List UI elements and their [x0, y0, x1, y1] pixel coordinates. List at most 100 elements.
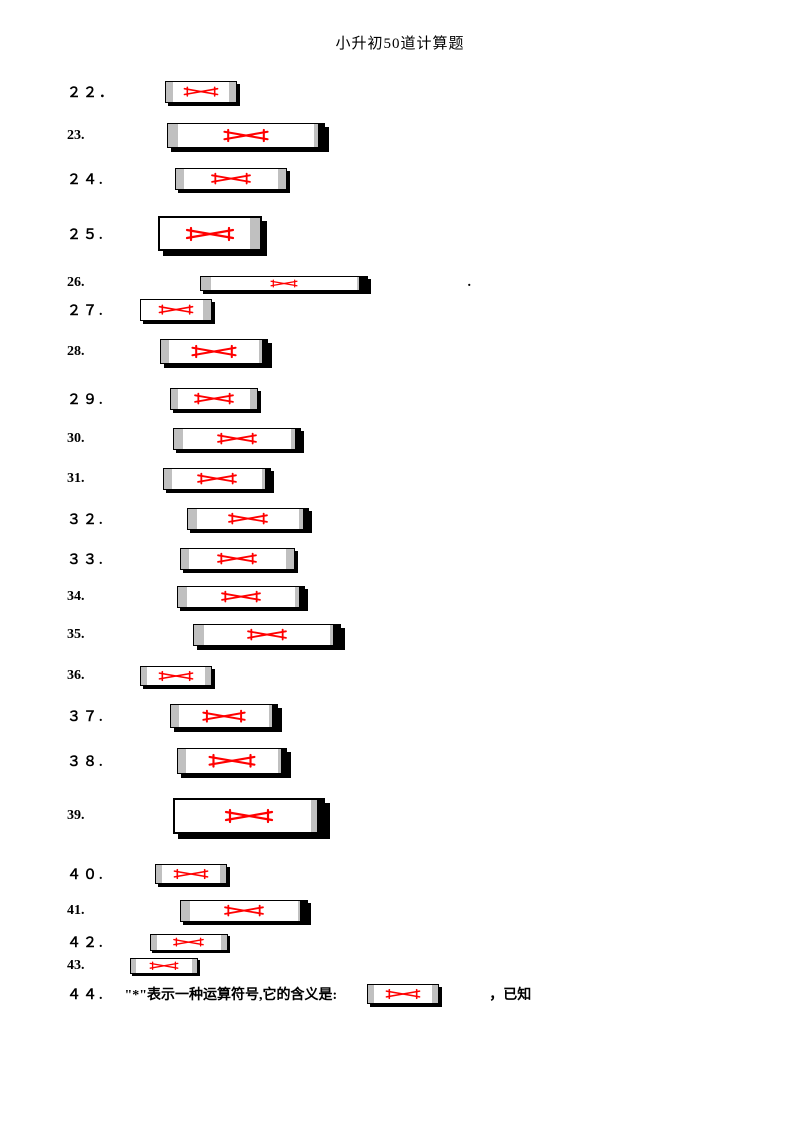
box-cap-left: [188, 509, 197, 529]
box-cap-right: [250, 389, 257, 409]
question-text-suffix: ，已知: [489, 984, 531, 1004]
question-number: 28.: [67, 344, 85, 360]
box-cap-right-dark: [303, 509, 308, 529]
answer-box: [173, 798, 325, 834]
box-cap-right: [250, 218, 260, 249]
box-cap-left: [161, 340, 169, 363]
answer-box: [150, 934, 228, 951]
question-row: ３２.: [67, 508, 800, 530]
answer-box: [180, 548, 295, 570]
box-cap-right-dark: [262, 340, 267, 363]
question-number: ２２．: [67, 82, 115, 102]
box-cap-right: [203, 300, 211, 320]
question-row: ２５.: [67, 216, 800, 251]
box-cap-right-dark: [333, 625, 340, 645]
box-cap-left: [194, 625, 204, 645]
answer-box: [160, 339, 268, 364]
red-cross-mark: [206, 172, 256, 185]
red-cross-mark: [219, 904, 269, 917]
red-cross-mark: [212, 432, 262, 445]
question-number: ２５.: [67, 224, 105, 244]
question-number: 26.: [67, 275, 85, 291]
question-row: 31.: [67, 468, 800, 490]
question-number: ３７.: [67, 706, 105, 726]
box-cap-left: [164, 469, 172, 489]
question-number: ３８.: [67, 751, 105, 771]
answer-box: [158, 216, 262, 251]
red-cross-mark: [385, 988, 421, 1000]
box-cap-right-dark: [359, 277, 367, 290]
question-number: 23.: [67, 128, 85, 144]
answer-box: [170, 704, 278, 728]
answer-box: [163, 468, 271, 490]
red-cross-mark: [199, 709, 249, 723]
question-row: 36.: [67, 666, 800, 686]
question-number: 39.: [67, 808, 85, 824]
box-cap-left: [181, 549, 189, 569]
box-cap-right-dark: [300, 901, 307, 921]
question-number: 31.: [67, 471, 85, 487]
box-cap-right: [286, 549, 294, 569]
box-cap-right: [221, 935, 227, 950]
question-number: 36.: [67, 668, 85, 684]
red-cross-mark: [221, 128, 271, 143]
question-number: 35.: [67, 627, 85, 643]
box-cap-right: [220, 865, 226, 883]
box-cap-right: [432, 985, 438, 1003]
question-number: 30.: [67, 431, 85, 447]
box-cap-left: [168, 124, 178, 147]
question-number: ４４.: [67, 984, 105, 1004]
answer-box: [180, 900, 308, 922]
answer-box: [193, 624, 341, 646]
question-number: ２７.: [67, 300, 105, 320]
answer-box: [140, 299, 212, 321]
box-cap-left: [181, 901, 190, 921]
box-cap-right-dark: [317, 800, 323, 832]
question-row: 34.: [67, 586, 800, 608]
red-cross-mark: [183, 85, 219, 98]
box-cap-left: [171, 389, 178, 409]
box-cap-left: [131, 959, 136, 973]
answer-box: [155, 864, 227, 884]
red-cross-mark: [147, 961, 181, 971]
question-row: ２２．: [67, 81, 800, 103]
question-row: 23.: [67, 123, 800, 148]
red-cross-mark: [173, 868, 209, 880]
question-number: ２４.: [67, 169, 105, 189]
box-cap-left: [176, 169, 184, 189]
answer-box: [140, 666, 212, 686]
red-cross-mark: [192, 392, 236, 405]
red-cross-mark: [207, 753, 257, 769]
box-cap-left: [201, 277, 211, 290]
box-cap-left: [171, 705, 179, 727]
answer-box: [177, 586, 305, 608]
box-cap-right-dark: [318, 124, 324, 147]
question-row: 35.: [67, 624, 800, 646]
question-number: ３２.: [67, 509, 105, 529]
answer-box: [367, 984, 439, 1004]
answer-box: [170, 388, 258, 410]
box-cap-left: [141, 667, 147, 685]
box-cap-right: [229, 82, 236, 102]
question-number: ４０.: [67, 864, 105, 884]
box-cap-left: [151, 935, 157, 950]
question-row: 28.: [67, 339, 800, 364]
red-cross-mark: [158, 303, 194, 316]
answer-box: [187, 508, 309, 530]
answer-box: [200, 276, 368, 291]
red-cross-mark: [223, 512, 273, 525]
question-row: ４０.: [67, 864, 800, 884]
red-cross-mark: [259, 279, 309, 288]
box-cap-right-dark: [299, 587, 304, 607]
question-number: ４２.: [67, 932, 105, 952]
question-row: 26..: [67, 275, 800, 291]
trailing-dot: .: [468, 275, 472, 291]
answer-box: [177, 748, 287, 774]
question-row: 43.: [67, 958, 800, 974]
red-cross-mark: [169, 937, 208, 947]
answer-box: [130, 958, 198, 974]
question-row: ４２.: [67, 932, 800, 952]
red-cross-mark: [216, 590, 266, 603]
question-text: "*"表示一种运算符号,它的含义是:: [125, 984, 338, 1004]
box-cap-left: [166, 82, 173, 102]
